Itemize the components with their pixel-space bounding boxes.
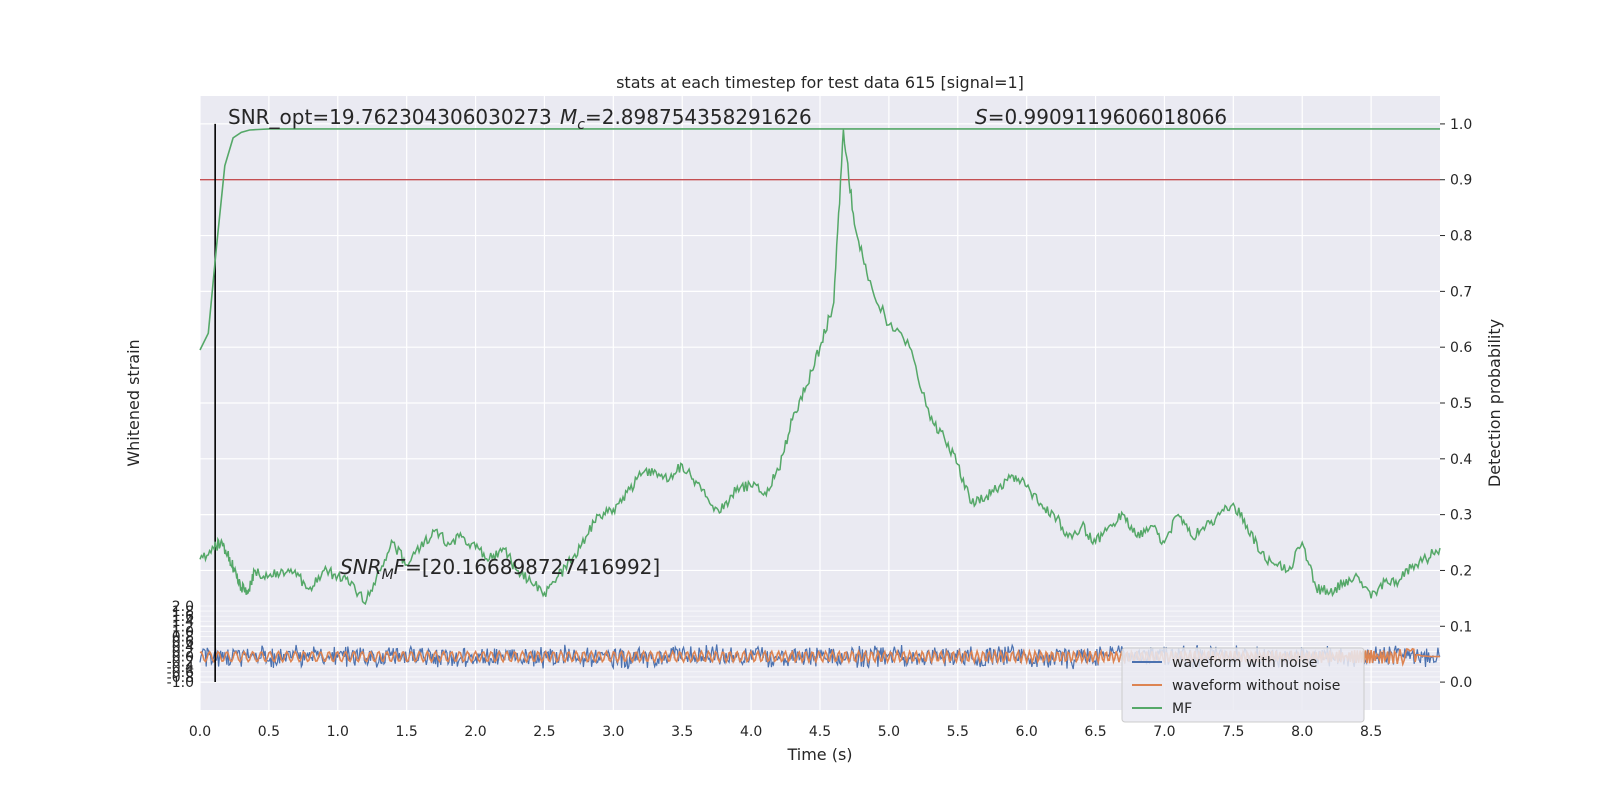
snr-mf-symbol: SNR — [340, 555, 382, 579]
x-axis-label: Time (s) — [786, 745, 852, 764]
x-tick-label: 2.5 — [533, 724, 555, 740]
legend-label-noise: waveform with noise — [1172, 655, 1317, 671]
snr-mf-value: =[20.166898727416992] — [405, 555, 660, 579]
y-left-tick-label: 2.0 — [172, 599, 194, 615]
x-tick-label: 2.0 — [464, 724, 486, 740]
y-right-tick-label: 0.6 — [1450, 340, 1472, 356]
y-left-tick-label: 0.4 — [172, 640, 194, 656]
x-tick-label: 1.0 — [327, 724, 349, 740]
x-tick-label: 3.0 — [602, 724, 624, 740]
y-left-tick-label: 1.4 — [172, 614, 194, 630]
x-tick-label: 6.5 — [1084, 724, 1106, 740]
series-layer — [199, 123, 1441, 682]
y-right-ticks: 0.0 0.1 0.2 0.3 0.4 0.5 0.6 0.7 0.8 0.9 1.0 — [1440, 117, 1472, 691]
y-right-tick-label: 0.9 — [1450, 173, 1472, 189]
x-ticks: 0.0 0.5 1.0 1.5 2.0 2.5 3.0 3.5 4.0 4.5 5.0 5.5 6.0 6… — [189, 724, 1382, 740]
snr-mf-sub: M — [382, 567, 394, 583]
y-right-tick-label: 0.4 — [1450, 452, 1472, 468]
y-left-tick-label: -0.6 — [167, 665, 194, 681]
y-right-tick-label: 0.0 — [1450, 675, 1472, 691]
legend-label-mf: MF — [1172, 701, 1192, 717]
legend: waveform with noise waveform without noi… — [1121, 647, 1365, 723]
y-left-tick-label: 0.2 — [172, 645, 194, 661]
mc-value: =2.898754358291626 — [585, 105, 812, 129]
x-tick-label: 4.0 — [740, 724, 762, 740]
y-left-tick-label: -0.4 — [167, 660, 194, 676]
y-left-tick-label: 1.0 — [172, 624, 194, 640]
x-tick-label: 7.0 — [1153, 724, 1175, 740]
y-right-tick-label: 0.8 — [1450, 229, 1472, 245]
y-left-ticks: 2.01.81.61.41.21.00.80.60.40.20.0-0.2-0.… — [167, 599, 194, 691]
y-left-tick-label: -0.8 — [167, 670, 194, 686]
x-tick-label: 8.0 — [1291, 724, 1313, 740]
snr-opt-value: 19.762304306030273 — [329, 105, 552, 129]
x-tick-label: 0.0 — [189, 724, 211, 740]
snr-mf-annotation: SNRMF=[20.166898727416992] — [340, 555, 660, 583]
y-right-tick-label: 0.3 — [1450, 508, 1472, 524]
y-right-tick-label: 0.2 — [1450, 563, 1472, 579]
x-tick-label: 3.5 — [671, 724, 693, 740]
s-symbol: S — [975, 105, 988, 129]
snr-opt-prefix: SNR_opt= — [228, 105, 329, 129]
y-right-tick-label: 0.1 — [1450, 619, 1472, 635]
x-tick-label: 1.5 — [396, 724, 418, 740]
legend-label-clean: waveform without noise — [1172, 678, 1340, 694]
x-tick-label: 4.5 — [809, 724, 831, 740]
y-left-tick-label: -0.2 — [167, 655, 194, 671]
x-tick-label: 5.5 — [947, 724, 969, 740]
y-left-tick-label: 1.8 — [172, 604, 194, 620]
y-left-tick-label: -1.0 — [167, 675, 194, 691]
y-left-tick-label: 1.2 — [172, 619, 194, 635]
y-right-tick-label: 0.7 — [1450, 284, 1472, 300]
y-axis-right-label: Detection probability — [1485, 319, 1504, 487]
series-mf — [199, 128, 1440, 351]
x-tick-label: 5.0 — [878, 724, 900, 740]
snr-opt-annotation: SNR_opt=19.762304306030273 — [228, 105, 552, 129]
s-annotation: S=0.9909119606018066 — [975, 105, 1227, 129]
y-right-tick-label: 1.0 — [1450, 117, 1472, 133]
mc-annotation: Mc=2.898754358291626 — [560, 105, 812, 133]
series-detection-probability — [199, 129, 1441, 606]
y-left-tick-label: 0.0 — [172, 650, 194, 666]
y-right-tick-label: 0.5 — [1450, 396, 1472, 412]
s-value: =0.9909119606018066 — [988, 105, 1227, 129]
legend-box — [1121, 647, 1365, 723]
chart-title: stats at each timestep for test data 615… — [616, 73, 1024, 92]
mc-symbol: M — [560, 105, 577, 129]
mc-sub: c — [577, 117, 585, 133]
y-left-tick-label: 0.6 — [172, 634, 194, 650]
y-left-tick-label: 1.6 — [172, 609, 194, 625]
y-left-tick-label: 0.8 — [172, 629, 194, 645]
x-tick-label: 8.5 — [1360, 724, 1382, 740]
x-tick-label: 0.5 — [258, 724, 280, 740]
snr-mf-rest: F — [394, 555, 406, 579]
x-tick-label: 6.0 — [1016, 724, 1038, 740]
y-axis-left-label: Whitened strain — [124, 339, 143, 466]
x-tick-label: 7.5 — [1222, 724, 1244, 740]
